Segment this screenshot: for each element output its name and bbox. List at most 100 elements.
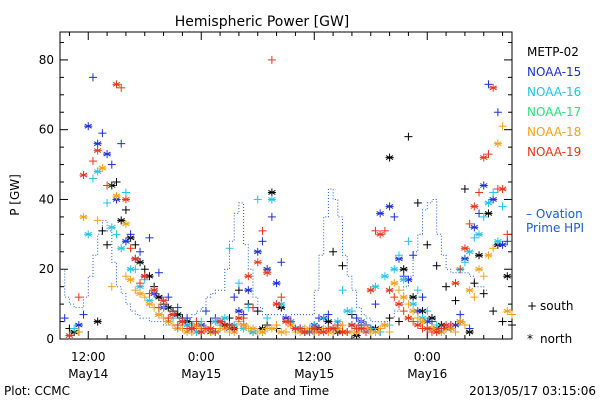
north-point	[145, 300, 154, 309]
plot-frame	[59, 31, 513, 340]
south-point	[385, 314, 394, 323]
south-point	[131, 240, 140, 249]
south-point	[460, 184, 469, 193]
north-point	[93, 146, 102, 155]
south-point	[136, 247, 145, 256]
south-point	[498, 122, 507, 131]
south-point	[489, 307, 498, 316]
north-point	[136, 289, 145, 298]
south-point	[74, 328, 83, 337]
north-point	[324, 317, 333, 326]
south-point	[70, 324, 79, 333]
north-point	[249, 324, 258, 333]
north-point	[404, 314, 413, 323]
legend-item: NOAA-16	[527, 85, 581, 99]
north-point	[371, 328, 380, 337]
south-point	[484, 80, 493, 89]
south-point	[201, 307, 210, 316]
north-point	[239, 321, 248, 330]
north-point	[277, 328, 286, 337]
south-point	[352, 314, 361, 323]
south-point	[154, 268, 163, 277]
south-point	[121, 205, 130, 214]
north-point	[310, 324, 319, 333]
north-point	[423, 324, 432, 333]
north-point	[98, 164, 107, 173]
ovation-hpi-line	[60, 188, 489, 326]
south-point	[103, 198, 112, 207]
north-point	[150, 286, 159, 295]
south-point	[103, 240, 112, 249]
north-point	[371, 282, 380, 291]
south-point	[390, 212, 399, 221]
south-point	[121, 272, 130, 281]
north-point	[220, 314, 229, 323]
south-point	[493, 108, 502, 117]
south-point	[112, 230, 121, 239]
plot-credit: Plot: CCMC	[4, 384, 70, 398]
south-point	[423, 240, 432, 249]
north-point	[112, 191, 121, 200]
north-point	[93, 167, 102, 176]
south-point	[173, 303, 182, 312]
asterisk-symbol-icon: *	[527, 332, 533, 346]
south-point	[93, 216, 102, 225]
north-point	[93, 139, 102, 148]
north-point	[493, 139, 502, 148]
south-point	[460, 258, 469, 267]
south-point	[498, 317, 507, 326]
north-point	[484, 198, 493, 207]
south-point	[413, 198, 422, 207]
legend-item: NOAA-15	[527, 65, 581, 79]
south-point	[145, 289, 154, 298]
south-point	[112, 178, 121, 187]
north-point	[121, 237, 130, 246]
south-point	[508, 321, 516, 330]
south-point	[103, 181, 112, 190]
south-point	[399, 307, 408, 316]
south-point	[409, 317, 418, 326]
north-point	[385, 153, 394, 162]
south-point	[470, 279, 479, 288]
north-point	[300, 328, 309, 337]
north-point	[366, 286, 375, 295]
north-point	[484, 251, 493, 260]
south-point	[409, 251, 418, 260]
south-point	[479, 212, 488, 221]
south-point	[380, 226, 389, 235]
x-tick-time: 12:00	[71, 350, 106, 364]
y-tick-label: 80	[39, 53, 54, 67]
north-point	[484, 209, 493, 218]
north-point	[253, 258, 262, 267]
legend-item: NOAA-17	[527, 105, 581, 119]
north-label: north	[540, 332, 572, 346]
north-point	[475, 265, 484, 274]
data-points	[60, 55, 516, 340]
north-point	[338, 328, 347, 337]
south-point	[117, 83, 126, 92]
south-point	[192, 317, 201, 326]
south-point	[258, 237, 267, 246]
south-point	[508, 310, 516, 319]
south-point	[418, 293, 427, 302]
north-point	[267, 195, 276, 204]
north-point	[136, 258, 145, 267]
south-point	[484, 150, 493, 159]
north-point	[267, 188, 276, 197]
south-point	[249, 303, 258, 312]
north-point	[409, 307, 418, 316]
south-point	[164, 293, 173, 302]
north-point	[84, 230, 93, 239]
north-point	[319, 328, 328, 337]
x-tick-date: May16	[407, 367, 447, 381]
south-point	[475, 209, 484, 218]
north-point	[399, 265, 408, 274]
north-point	[395, 300, 403, 309]
north-point	[465, 286, 474, 295]
north-point	[343, 307, 352, 316]
legend-item: METP-02	[527, 45, 579, 59]
south-point	[329, 247, 338, 256]
south-point	[333, 321, 342, 330]
north-point	[159, 296, 168, 305]
